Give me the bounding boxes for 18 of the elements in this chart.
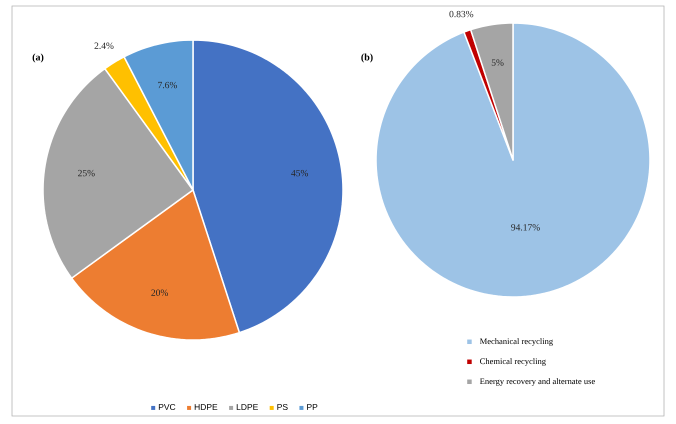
data-label: 45% bbox=[291, 170, 308, 176]
legend-label: Energy recovery and alternate use bbox=[480, 378, 595, 386]
legend-label: Chemical recycling bbox=[480, 358, 546, 366]
data-label: 2.4% bbox=[94, 42, 114, 49]
data-label: 94.17% bbox=[511, 224, 540, 231]
legend-label: PS bbox=[277, 404, 288, 410]
data-label: 0.83% bbox=[449, 10, 474, 18]
legend-label: HDPE bbox=[194, 404, 218, 410]
legend-label: PP bbox=[307, 404, 318, 410]
text: (b) bbox=[361, 53, 373, 63]
legend-label: LDPE bbox=[236, 404, 258, 410]
data-label: 20% bbox=[151, 289, 168, 296]
legend-label: PVC bbox=[158, 404, 176, 410]
legend-label: Mechanical recycling bbox=[480, 338, 553, 346]
data-label: 5% bbox=[492, 59, 504, 66]
text: (a) bbox=[32, 53, 44, 63]
data-label: 7.6% bbox=[158, 82, 178, 88]
data-label: 25% bbox=[78, 170, 95, 176]
